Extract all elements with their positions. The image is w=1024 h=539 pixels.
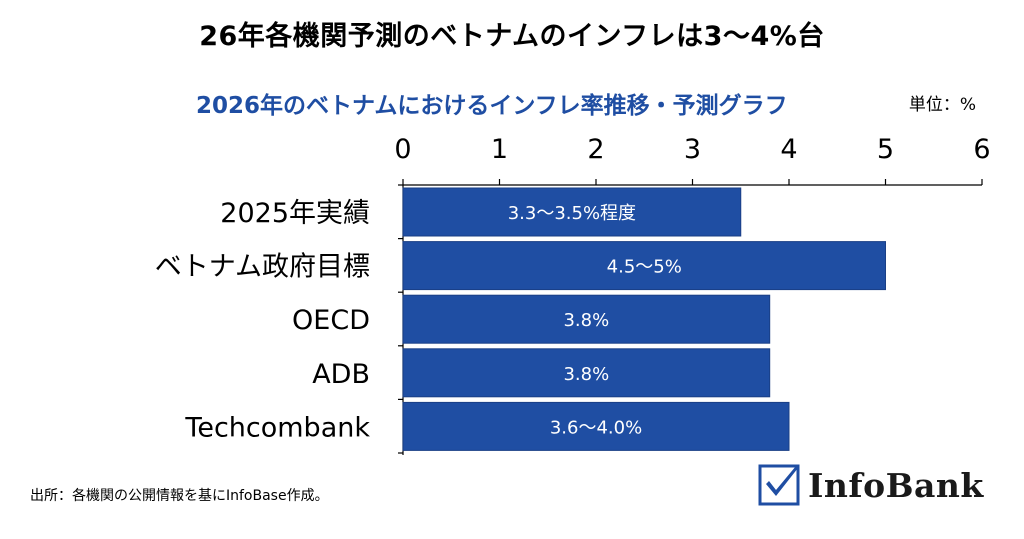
x-tick-label-6: 6 (973, 134, 990, 165)
data-label-4: 3.6〜4.0% (550, 417, 642, 438)
bar-3 (402, 348, 771, 398)
logo-text: InfoBank (808, 465, 984, 505)
x-tick-label-1: 1 (491, 134, 508, 165)
bar-4 (402, 401, 790, 451)
x-tick-label-5: 5 (877, 134, 894, 165)
category-label-0: 2025年実績 (220, 198, 370, 229)
source-note: 出所：各機関の公開情報を基にInfoBase作成。 (30, 488, 329, 504)
bar-1 (402, 241, 886, 291)
infobank-logo: InfoBank (758, 460, 984, 510)
x-tick-label-4: 4 (780, 134, 797, 165)
chart-subtitle: 2026年のベトナムにおけるインフレ率推移・予測グラフ (196, 93, 788, 119)
x-tick-label-2: 2 (587, 134, 604, 165)
bar-0 (402, 187, 742, 237)
category-label-2: OECD (292, 305, 370, 336)
checkmark-icon (758, 464, 800, 506)
category-label-3: ADB (312, 359, 370, 390)
data-label-3: 3.8% (563, 364, 609, 385)
data-label-1: 4.5〜5% (607, 257, 682, 278)
category-label-1: ベトナム政府目標 (155, 252, 370, 283)
x-tick-label-3: 3 (684, 134, 701, 165)
bar-2 (402, 294, 771, 344)
unit-label: 単位：% (908, 95, 976, 115)
data-label-2: 3.8% (563, 310, 609, 331)
category-label-4: Techcombank (184, 412, 370, 443)
x-tick-label-0: 0 (394, 134, 411, 165)
data-label-0: 3.3〜3.5%程度 (508, 203, 636, 224)
chart-main-title: 26年各機関予測のベトナムのインフレは3〜4%台 (199, 21, 825, 52)
